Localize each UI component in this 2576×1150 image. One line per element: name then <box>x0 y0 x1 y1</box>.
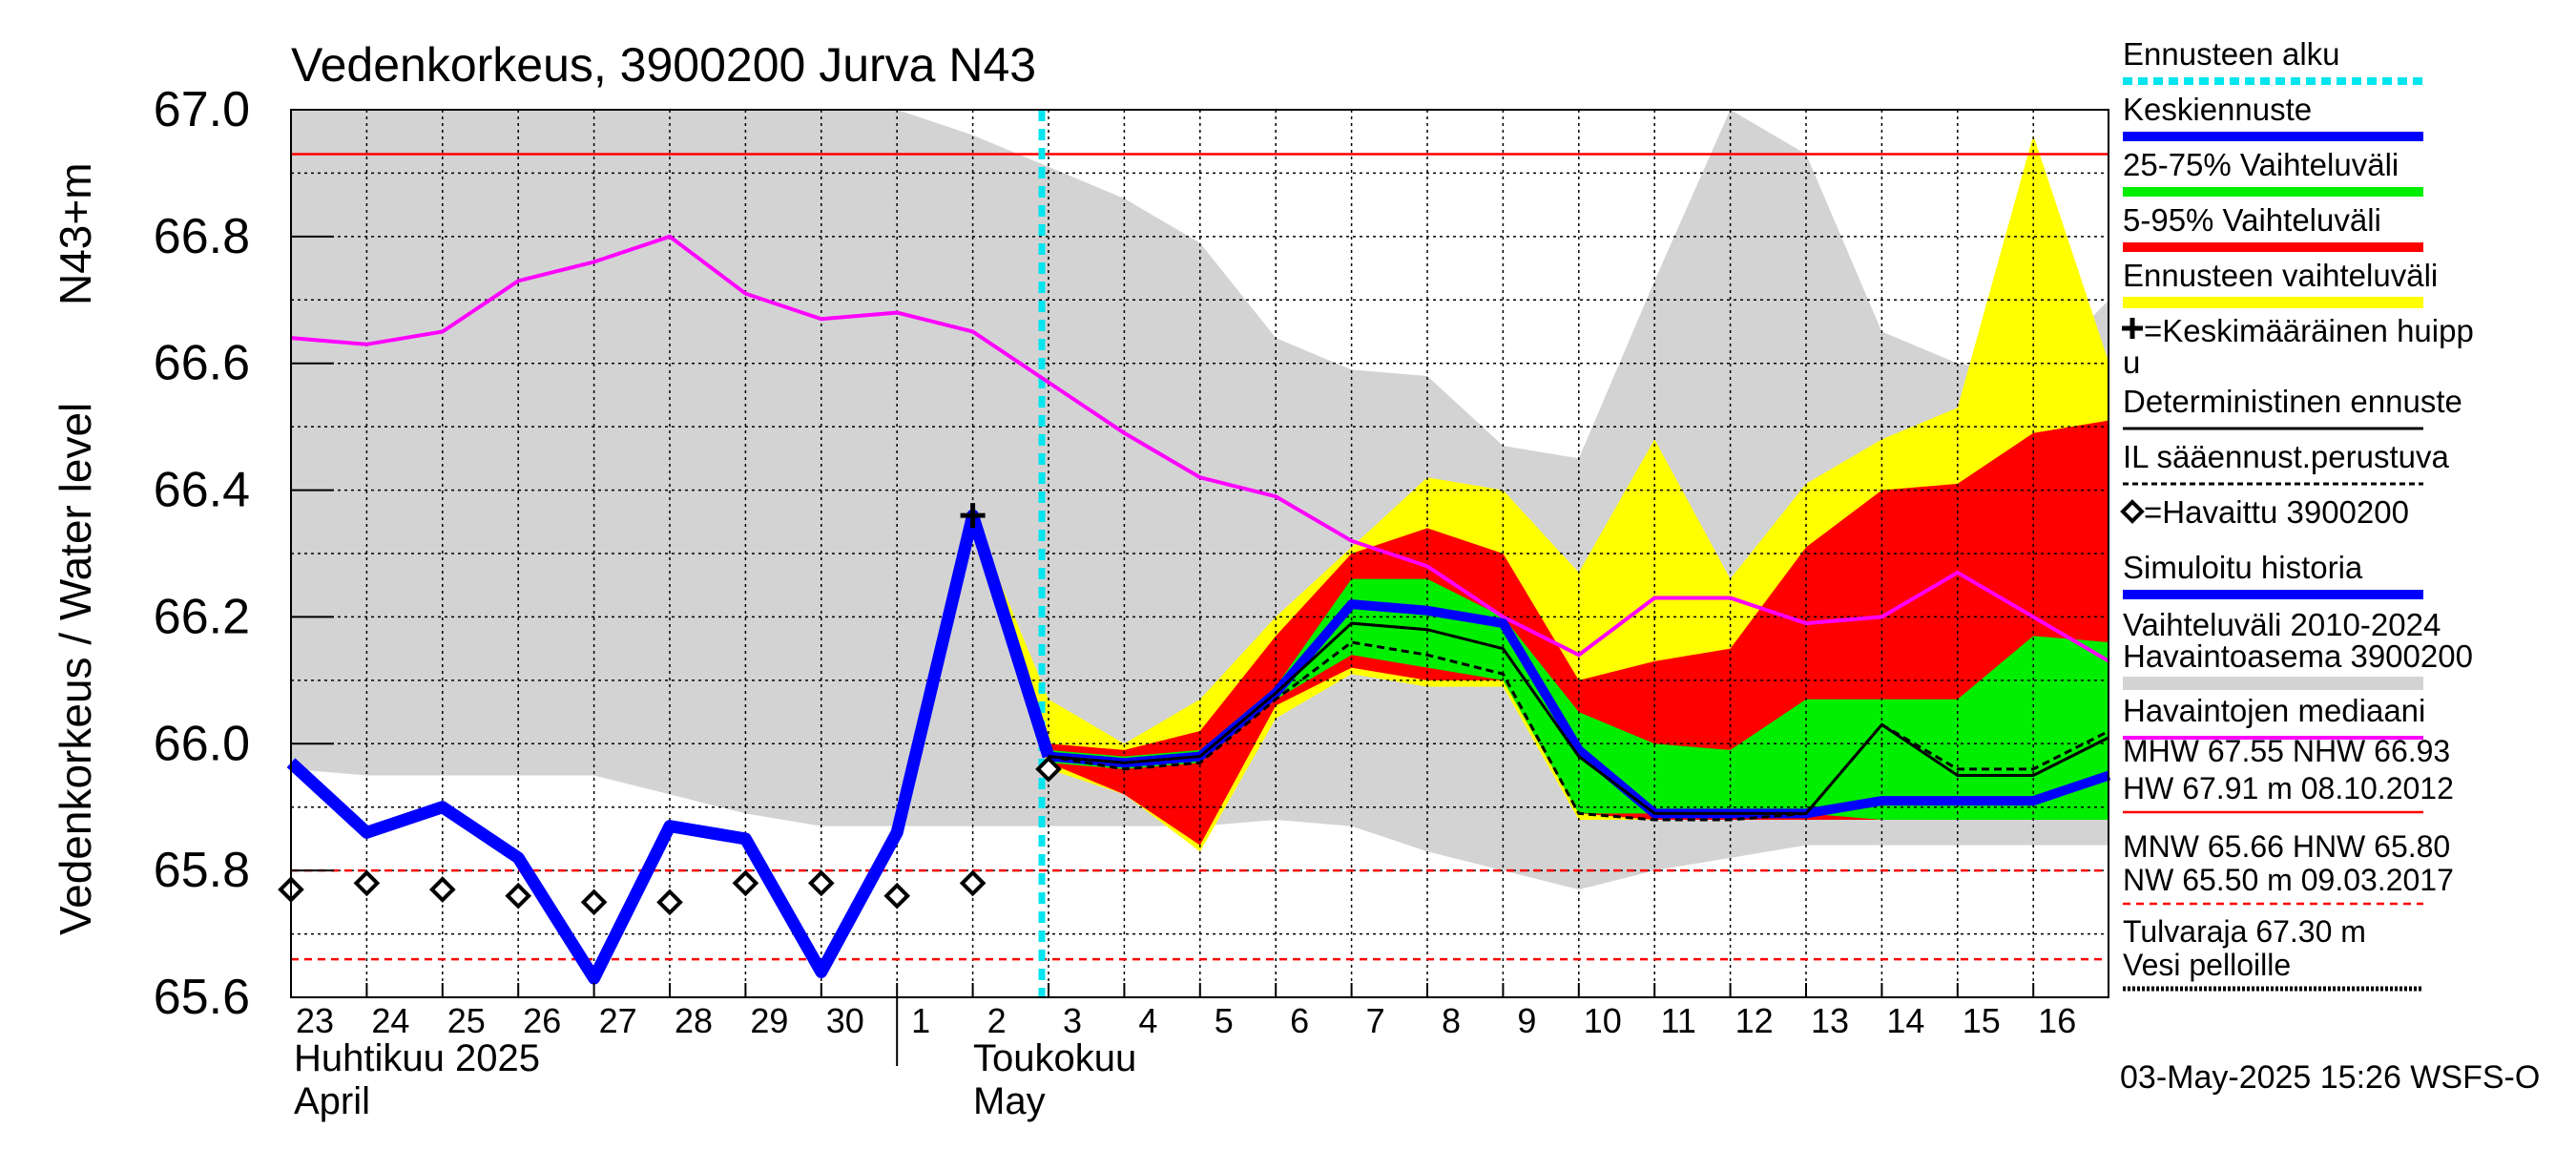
x-tick-label: 15 <box>1963 1001 2001 1040</box>
observed-point <box>807 869 835 897</box>
mean-peak-marker <box>960 503 986 529</box>
y-tick-label: 67.0 <box>154 82 250 137</box>
axes-layer: 65.665.866.066.266.466.666.867.023 24 25 26… <box>154 82 2076 1122</box>
x-tick-label: 14 <box>1886 1001 1924 1040</box>
legend-label: Havaintojen mediaani <box>2123 693 2425 728</box>
stats-line: MHW 67.55 NHW 66.93 <box>2123 734 2450 768</box>
x-tick-label: 3 <box>1063 1001 1082 1040</box>
y-axis-label: Vedenkorkeus / Water level <box>51 403 100 935</box>
x-tick-label: 7 <box>1366 1001 1385 1040</box>
observed-point <box>1035 756 1062 783</box>
legend-label: Deterministinen ennuste <box>2123 384 2462 419</box>
stats-line: Tulvaraja 67.30 m <box>2123 914 2366 949</box>
x-tick-label: 12 <box>1735 1001 1774 1040</box>
y-tick-label: 66.2 <box>154 589 250 644</box>
x-tick-label: 8 <box>1442 1001 1461 1040</box>
x-tick-label: 26 <box>523 1001 561 1040</box>
y-tick-label: 66.8 <box>154 209 250 264</box>
legend-label: 5-95% Vaihteluväli <box>2123 202 2381 238</box>
legend-cross-icon <box>2122 318 2143 339</box>
reference-lines-layer <box>291 110 2109 997</box>
legend-label: Ennusteen alku <box>2123 36 2340 72</box>
y-tick-label: 66.4 <box>154 463 250 518</box>
x-tick-label: 23 <box>296 1001 334 1040</box>
x-tick-label: 24 <box>371 1001 409 1040</box>
x-tick-label: 5 <box>1215 1001 1234 1040</box>
legend-label: IL sääennust.perustuva <box>2123 439 2449 474</box>
band-25-75 <box>1049 578 2109 820</box>
month-label-fi: Huhtikuu 2025 <box>294 1037 540 1079</box>
y-tick-label: 66.0 <box>154 716 250 771</box>
x-tick-label: 29 <box>750 1001 788 1040</box>
stats-line: Vesi pelloille <box>2123 948 2291 982</box>
y-tick-label: 65.8 <box>154 843 250 898</box>
observed-point <box>959 869 987 897</box>
observed-point <box>428 876 456 903</box>
legend-label: =Havaittu 3900200 <box>2144 494 2409 530</box>
simulated-history-line <box>286 509 1055 985</box>
legend-diamond-icon <box>2120 499 2145 524</box>
weather-based-line <box>1048 640 2110 822</box>
markers-layer <box>278 503 1062 916</box>
legend-label: Ennusteen vaihteluväli <box>2123 258 2438 293</box>
timestamp: 03-May-2025 15:26 WSFS-O <box>2120 1059 2540 1096</box>
observed-point <box>732 869 759 897</box>
month-label-fi: Toukokuu <box>973 1037 1136 1079</box>
x-tick-label: 16 <box>2038 1001 2076 1040</box>
x-tick-label: 2 <box>987 1001 1007 1040</box>
y-axis-unit: N43+m <box>51 162 100 305</box>
legend-label: Vaihteluväli 2010-2024 <box>2123 607 2441 642</box>
observed-point <box>505 882 532 910</box>
legend-label: u <box>2123 345 2140 380</box>
month-label-en: May <box>973 1080 1046 1122</box>
observed-point <box>883 882 911 910</box>
chart-title: Vedenkorkeus, 3900200 Jurva N43 <box>291 38 1036 92</box>
x-tick-label: 4 <box>1138 1001 1157 1040</box>
observed-point <box>353 869 381 897</box>
month-label-en: April <box>294 1080 370 1122</box>
median-line <box>290 234 2110 663</box>
legend-label: Havaintoasema 3900200 <box>2123 638 2473 674</box>
legend-label: Keskiennuste <box>2123 92 2312 127</box>
x-tick-label: 28 <box>675 1001 713 1040</box>
x-tick-label: 11 <box>1661 1001 1696 1040</box>
stats-line: MNW 65.66 HNW 65.80 <box>2123 829 2450 864</box>
deterministic-line <box>1048 621 2110 815</box>
legend-label: Simuloitu historia <box>2123 550 2363 585</box>
x-tick-label: 9 <box>1517 1001 1536 1040</box>
x-tick-label: 13 <box>1811 1001 1849 1040</box>
x-tick-label: 27 <box>599 1001 637 1040</box>
legend: Ennusteen alku Keskiennuste 25-75% Vaihtel… <box>2120 36 2474 740</box>
observed-point <box>580 889 608 916</box>
x-tick-label: 1 <box>911 1001 930 1040</box>
series-layer <box>286 234 2111 985</box>
legend-label: =Keskimääräinen huipp <box>2144 313 2474 348</box>
x-tick-label: 10 <box>1584 1001 1622 1040</box>
x-tick-label: 30 <box>826 1001 864 1040</box>
stats-line: NW 65.50 m 09.03.2017 <box>2123 863 2454 897</box>
y-tick-label: 65.6 <box>154 970 250 1025</box>
x-tick-label: 25 <box>447 1001 486 1040</box>
stats-line: HW 67.91 m 08.10.2012 <box>2123 771 2454 805</box>
legend-label: 25-75% Vaihteluväli <box>2123 147 2399 182</box>
observed-point <box>656 889 683 916</box>
x-tick-label: 6 <box>1290 1001 1309 1040</box>
y-tick-label: 66.6 <box>154 336 250 391</box>
